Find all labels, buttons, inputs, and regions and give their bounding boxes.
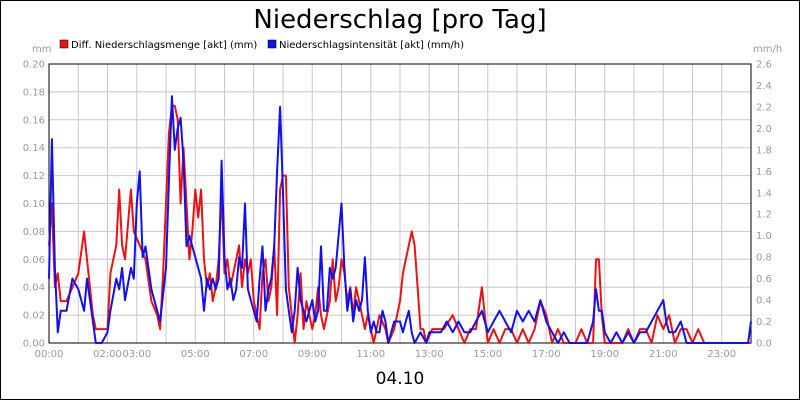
x-axis-ticks: 00:00 02:00 03:00 05:00 07:00 09:00 11:00 13:00… (35, 349, 737, 360)
legend-swatch-blue (267, 39, 277, 49)
right-tick-label: 1.8 (756, 145, 772, 156)
right-tick-label: 1.0 (756, 231, 772, 242)
right-tick-label: 1.6 (756, 167, 772, 178)
left-tick-label: 0.00 (23, 339, 45, 350)
x-tick-label: 15:00 (473, 349, 502, 360)
left-axis-ticks: 0.00 0.02 0.04 0.06 0.08 0.10 0.12 0.14 0.16 0.18… (23, 60, 45, 350)
x-tick-label: 11:00 (356, 349, 385, 360)
left-tick-label: 0.20 (23, 60, 45, 71)
left-tick-label: 0.14 (23, 143, 45, 154)
right-tick-label: 0.4 (756, 296, 772, 307)
x-tick-label: 02:00 (93, 349, 122, 360)
right-tick-label: 0.0 (756, 339, 772, 350)
x-tick-label: 19:00 (590, 349, 619, 360)
right-tick-label: 0.8 (756, 253, 772, 264)
legend-swatch-red (59, 39, 69, 49)
series-line-niederschlagsintensitaet (48, 95, 752, 344)
right-tick-label: 2.4 (756, 81, 772, 92)
right-axis-ticks: 0.0 0.2 0.4 0.6 0.8 1.0 1.2 1.4 1.6 1.8 2.0 2.2 2.4 2… (756, 60, 772, 350)
left-tick-label: 0.02 (23, 311, 45, 322)
right-tick-label: 1.2 (756, 210, 772, 221)
left-tick-label: 0.10 (23, 199, 45, 210)
x-tick-label: 03:00 (122, 349, 151, 360)
x-tick-label: 00:00 (35, 349, 64, 360)
legend-label-menge: Diff. Niederschlagsmenge [akt] (mm) (71, 40, 257, 51)
right-tick-label: 0.6 (756, 274, 772, 285)
right-tick-label: 2.6 (756, 60, 772, 71)
right-tick-label: 1.4 (756, 188, 772, 199)
left-tick-label: 0.18 (23, 87, 45, 98)
x-tick-label: 13:00 (415, 349, 444, 360)
x-tick-label: 23:00 (707, 349, 736, 360)
left-tick-label: 0.06 (23, 255, 45, 266)
series-layer (48, 95, 752, 344)
x-tick-label: 09:00 (298, 349, 327, 360)
right-tick-label: 2.0 (756, 124, 772, 135)
x-tick-label: 21:00 (649, 349, 678, 360)
right-tick-label: 0.2 (756, 317, 772, 328)
left-tick-label: 0.08 (23, 227, 45, 238)
left-tick-label: 0.12 (23, 171, 45, 182)
left-tick-label: 0.16 (23, 115, 45, 126)
right-axis-unit: mm/h (753, 44, 782, 55)
date-label: 04.10 (376, 369, 425, 389)
chart-title: Niederschlag [pro Tag] (253, 5, 546, 35)
legend-label-intensitaet: Niederschlagsintensität [akt] (mm/h) (279, 40, 464, 51)
x-tick-label: 17:00 (532, 349, 561, 360)
x-tick-label: 05:00 (181, 349, 210, 360)
right-tick-label: 2.2 (756, 102, 772, 113)
legend: Diff. Niederschlagsmenge [akt] (mm) Nied… (59, 39, 464, 51)
left-axis-unit: mm (32, 44, 51, 55)
plot-area (48, 63, 752, 344)
x-tick-label: 07:00 (239, 349, 268, 360)
left-tick-label: 0.04 (23, 283, 45, 294)
